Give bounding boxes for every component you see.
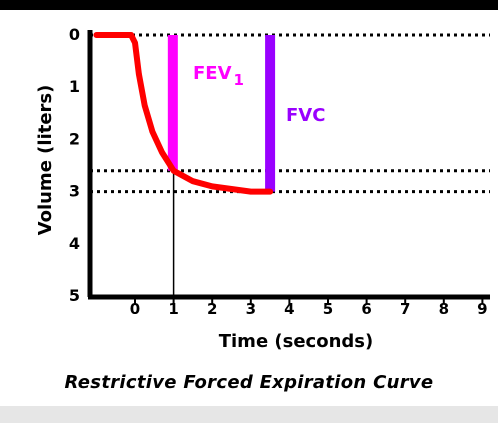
y-tick-label-5: 5: [69, 286, 80, 305]
x-tick-label-5: 5: [323, 300, 333, 318]
y-axis-title: Volume (liters): [35, 85, 56, 236]
y-tick-label-2: 2: [69, 129, 80, 148]
x-axis-title: Time (seconds): [219, 331, 374, 352]
x-tick-label-1: 1: [168, 300, 178, 318]
reference-lines: [90, 33, 490, 297]
marker-bar-fev: [167, 35, 178, 171]
axes: [87, 30, 490, 300]
chart-caption: Restrictive Forced Expiration Curve: [64, 372, 434, 393]
top-rule: [0, 0, 498, 10]
x-tick-label-3: 3: [246, 300, 256, 318]
x-tick-label-9: 9: [477, 300, 487, 318]
fvc-label: FVC: [286, 105, 325, 126]
series-line-0: [93, 32, 274, 195]
x-tick-label-8: 8: [439, 300, 449, 318]
volume-markers: [167, 35, 276, 192]
x-tick-label-2: 2: [207, 300, 217, 318]
series-group: [93, 32, 274, 195]
y-tick-label-1: 1: [69, 77, 80, 96]
x-tick-label-0: 0: [130, 300, 140, 318]
y-tick-label-0: 0: [69, 25, 80, 44]
bottom-band: [0, 406, 498, 423]
x-tick-label-6: 6: [361, 300, 371, 318]
x-tick-label-7: 7: [400, 300, 410, 318]
marker-bar-fvc: [265, 35, 276, 192]
y-tick-label-4: 4: [69, 234, 80, 253]
y-tick-label-3: 3: [69, 182, 80, 201]
fev1-label: FEV 1: [193, 63, 244, 89]
ticks: 0 1 2 3 4 5 6 7 8 9 0 1 2 3 4 5: [69, 25, 488, 318]
x-tick-label-4: 4: [284, 300, 294, 318]
marker-labels: FEV 1 FVC: [193, 63, 325, 126]
